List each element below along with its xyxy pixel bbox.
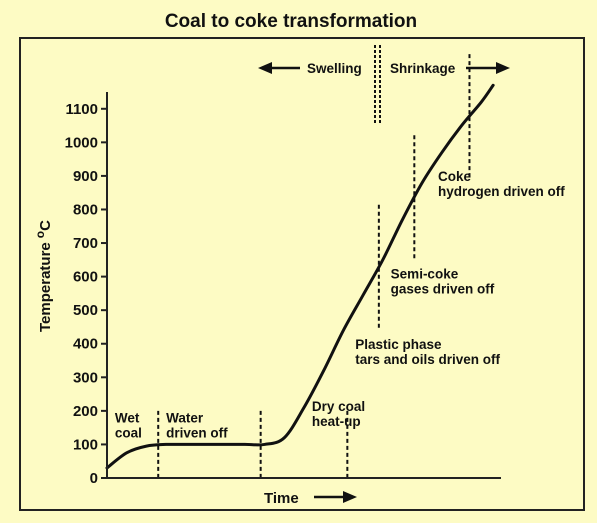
y-tick-label: 1100	[65, 101, 98, 118]
swelling-indicator: Swelling	[258, 61, 362, 76]
y-tick-label: 200	[73, 403, 98, 420]
temperature-curve	[105, 83, 495, 470]
stage-label: Semi-coke gases driven off	[391, 266, 495, 296]
y-tick-label: 100	[73, 436, 98, 453]
y-tick-label: 1000	[65, 134, 98, 151]
plot-frame	[19, 37, 585, 511]
shrinkage-indicator: Shrinkage	[390, 61, 510, 76]
stage-label: Dry coal heat-up	[312, 399, 365, 429]
chart-title: Coal to coke transformation	[165, 11, 417, 32]
y-tick-label: 500	[73, 302, 98, 319]
swelling-label: Swelling	[307, 61, 362, 76]
y-tick-label: 800	[73, 201, 98, 218]
phase-boundary	[374, 45, 381, 124]
y-tick-label: 300	[73, 369, 98, 386]
y-axis-label-superscript: o	[33, 231, 47, 238]
y-axis-label-unit: C	[37, 220, 54, 231]
stage-labels: Wet coal Water driven off Dry coal heat-up Pla…	[115, 169, 565, 441]
stage-label: Plastic phase tars and oils driven off	[355, 337, 500, 367]
shrinkage-label: Shrinkage	[390, 61, 456, 76]
y-tick-label: 600	[73, 269, 98, 286]
stage-label: Coke hydrogen driven off	[438, 169, 565, 199]
y-axis-label: TemperatureoC	[33, 220, 54, 332]
y-tick-label: 900	[73, 168, 98, 185]
y-tick-label: 0	[90, 470, 98, 487]
x-axis-arrow	[314, 491, 357, 503]
stage-label: Water driven off	[166, 411, 228, 441]
y-tick-label: 700	[73, 235, 98, 252]
y-tick-label: 400	[73, 336, 98, 353]
y-axis-ticks: 0 100 200 300 400 500 600 700 800 900 1000 1100	[65, 101, 107, 487]
stage-label: Wet coal	[115, 411, 142, 441]
x-axis-label: Time	[264, 490, 299, 507]
